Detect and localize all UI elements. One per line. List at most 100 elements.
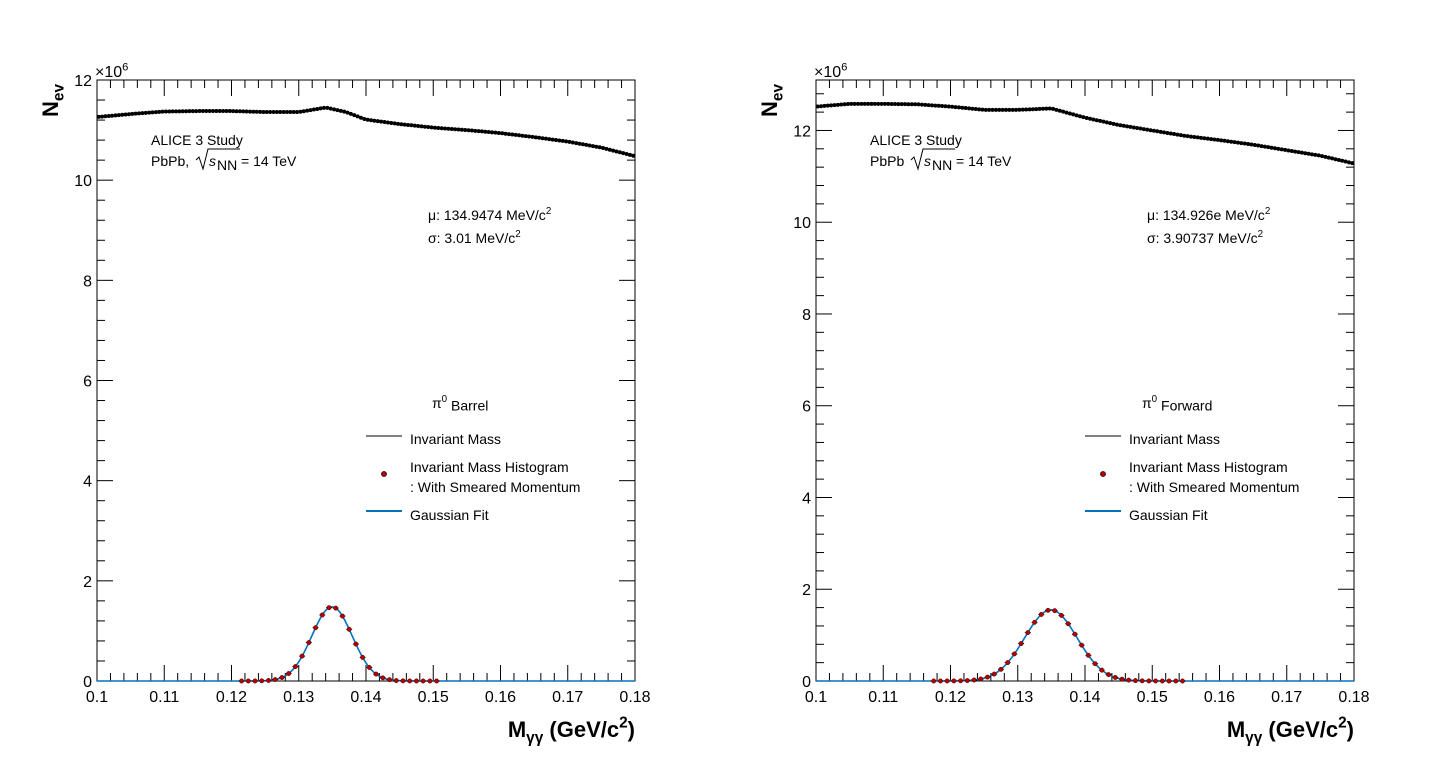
invariant-mass-point [970,106,975,111]
invariant-mass-point [966,106,971,111]
invariant-mass-point [815,104,820,109]
invariant-mass-point [899,102,904,107]
invariant-mass-point [214,109,219,114]
invariant-mass-point [1246,141,1251,146]
invariant-mass-point [893,102,898,107]
invariant-mass-point [862,101,867,106]
x-tick-label: 0.18 [1338,689,1369,706]
y-axis-multiplier: ×106 [814,61,847,81]
invariant-mass-point [153,110,158,115]
invariant-mass-point [476,129,481,134]
invariant-mass-point [463,127,468,132]
histogram-point [1059,612,1064,618]
invariant-mass-point [143,110,148,115]
invariant-mass-point [913,102,918,107]
fit-mu: μ: 134.926e MeV/c2 [1147,206,1270,223]
y-tick-label: 4 [83,474,92,491]
histogram-point [266,678,271,683]
invariant-mass-point [483,129,488,134]
invariant-mass-point [1242,141,1247,146]
invariant-mass-point [399,122,404,127]
x-tick-label: 0.15 [1137,689,1168,706]
invariant-mass-point [1061,109,1066,114]
invariant-mass-point [869,101,874,106]
invariant-mass-point [1071,112,1076,117]
invariant-mass-point [113,113,118,118]
invariant-mass-point [147,110,152,115]
invariant-mass-point [1343,159,1348,164]
invariant-mass-point [308,108,313,113]
histogram-point [306,640,312,645]
legend-label-histogram: Invariant Mass Histogram [1129,459,1288,475]
histogram-point [1146,678,1152,684]
invariant-mass-point [1276,146,1281,151]
invariant-mass-point [422,124,427,129]
invariant-mass-point [1188,134,1193,139]
invariant-mass-point [416,124,421,129]
histogram-point [1038,612,1044,617]
invariant-mass-point [950,104,955,109]
invariant-mass-point [365,117,370,122]
histogram-point [292,664,298,670]
invariant-mass-point [594,144,599,149]
invariant-mass-point [1098,118,1103,123]
invariant-mass-point [879,101,884,106]
invariant-mass-point [977,107,982,112]
invariant-mass-point [909,102,914,107]
invariant-mass-point [1346,160,1351,165]
invariant-mass-point [348,111,353,116]
histogram-point [259,678,265,684]
invariant-mass-point [1235,140,1240,145]
invariant-mass-point [352,113,357,118]
invariant-mass-point [106,114,111,119]
invariant-mass-point [1074,113,1079,118]
invariant-mass-point [943,104,948,109]
invariant-mass-point [1007,107,1012,112]
invariant-mass-point [1306,151,1311,156]
invariant-mass-point [872,101,877,106]
plot-frame [96,79,636,682]
invariant-mass-point [614,149,619,154]
legend-label-gaussian-fit: Gaussian Fit [410,507,489,523]
invariant-mass-point [819,104,824,109]
histogram-point [1166,678,1172,684]
histogram-point [1153,678,1159,684]
invariant-mass-point [1182,133,1187,138]
invariant-mass-point [1195,135,1200,140]
invariant-mass-point [1034,107,1039,112]
invariant-mass-point [200,109,205,114]
invariant-mass-point [453,127,458,132]
histogram-point [937,678,943,684]
invariant-mass-point [1192,135,1197,140]
legend-label-histogram-line2: : With Smeared Momentum [1129,479,1299,495]
invariant-mass-point [1259,144,1264,149]
histogram-point [1011,651,1017,657]
histogram-point [360,654,366,660]
histogram-point [1018,641,1024,647]
legend-title: π0 Barrel [432,394,488,413]
y-tick-label: 0 [802,674,811,691]
invariant-mass-point [956,105,961,110]
invariant-mass-point [305,108,310,113]
gaussian-fit-curve [816,609,1354,682]
invariant-mass-point [1081,115,1086,120]
invariant-mass-point [550,137,555,142]
invariant-mass-point [133,111,138,116]
histogram-point [346,626,352,632]
histogram-point [978,676,984,682]
invariant-mass-point [963,106,968,111]
invariant-mass-point [953,105,958,110]
invariant-mass-point [174,109,179,114]
invariant-mass-point [167,109,172,114]
histogram-point [353,641,359,647]
invariant-mass-point [1003,107,1008,112]
annotation-experiment: ALICE 3 Study [151,132,243,148]
invariant-mass-point [987,107,992,112]
invariant-mass-point [1313,152,1318,157]
invariant-mass-point [993,107,998,112]
invariant-mass-point [412,123,417,128]
invariant-mass-point [1202,136,1207,141]
invariant-mass-point [1155,129,1160,134]
invariant-mass-point [1293,149,1298,154]
x-tick-label: 0.18 [619,689,650,706]
